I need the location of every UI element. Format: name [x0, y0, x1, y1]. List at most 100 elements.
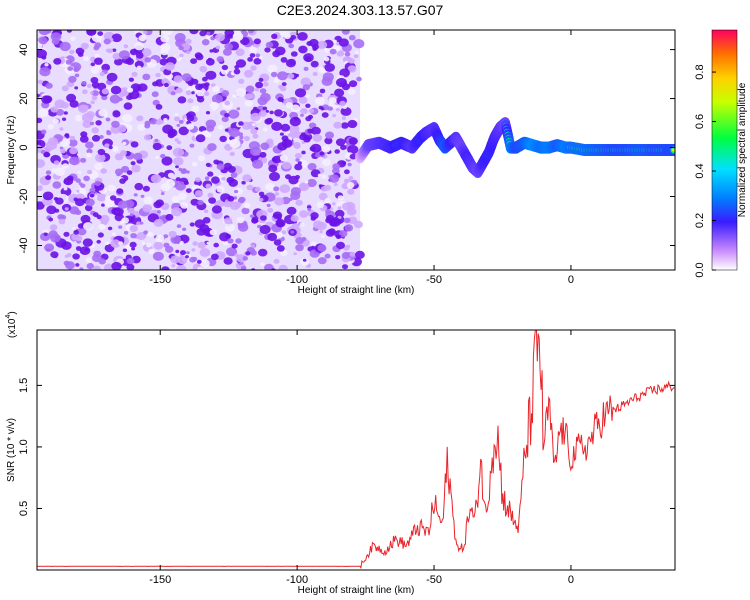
noise-speck	[271, 121, 283, 131]
noise-speck	[336, 77, 347, 88]
noise-speck	[131, 164, 141, 173]
noise-speck	[118, 92, 125, 98]
noise-speck	[97, 31, 104, 36]
noise-speck	[195, 83, 204, 91]
noise-speck	[335, 255, 341, 260]
noise-speck	[136, 65, 142, 70]
noise-speck	[250, 65, 257, 71]
noise-speck	[317, 244, 327, 252]
noise-speck	[37, 159, 46, 168]
noise-speck	[205, 111, 211, 115]
noise-speck	[226, 247, 237, 257]
noise-speck	[185, 188, 192, 194]
colorbar-gradient	[711, 29, 738, 271]
noise-speck	[304, 56, 312, 62]
noise-speck	[80, 42, 89, 50]
noise-speck	[90, 77, 99, 84]
noise-speck	[78, 182, 83, 186]
noise-speck	[299, 222, 305, 227]
noise-speck	[325, 131, 334, 139]
noise-speck	[80, 157, 87, 163]
noise-speck	[341, 202, 352, 211]
noise-speck	[321, 145, 331, 153]
noise-speck	[324, 197, 331, 204]
noise-speck	[236, 216, 245, 224]
noise-speck	[90, 100, 95, 105]
noise-speck	[278, 264, 288, 270]
noise-speck	[44, 243, 55, 252]
noise-speck	[207, 143, 217, 152]
noise-speck	[318, 192, 328, 201]
noise-speck	[63, 231, 70, 237]
noise-speck	[93, 265, 101, 270]
noise-speck	[98, 258, 106, 265]
noise-speck	[328, 97, 337, 104]
noise-speck	[249, 46, 257, 54]
noise-speck	[91, 127, 99, 134]
noise-speck	[160, 192, 165, 196]
noise-speck	[276, 220, 285, 228]
noise-speck	[141, 241, 146, 245]
noise-speck	[244, 99, 253, 107]
noise-speck	[83, 222, 94, 231]
noise-speck	[76, 189, 81, 193]
noise-speck	[96, 193, 107, 202]
noise-speck	[150, 174, 162, 184]
noise-speck	[44, 62, 49, 67]
noise-speck	[308, 108, 315, 114]
svg-text:(x104): (x104)	[5, 311, 18, 338]
noise-speck	[107, 184, 116, 192]
noise-speck	[194, 190, 204, 197]
noise-speck	[65, 59, 73, 65]
noise-speck	[152, 251, 164, 261]
y-tick-label: 0.5	[18, 501, 30, 516]
y-tick-label: -20	[18, 189, 30, 205]
noise-speckle	[37, 30, 365, 270]
noise-speck	[85, 141, 94, 149]
noise-speck	[111, 145, 119, 152]
noise-speck	[312, 133, 323, 142]
noise-speck	[48, 217, 54, 222]
noise-speck	[90, 62, 96, 67]
noise-speck	[205, 119, 217, 129]
noise-speck	[224, 30, 235, 38]
noise-speck	[290, 104, 301, 113]
noise-speck	[264, 263, 274, 270]
noise-speck	[348, 58, 355, 64]
noise-speck	[302, 258, 307, 262]
noise-speck	[106, 130, 111, 134]
noise-speck	[259, 88, 267, 94]
noise-speck	[161, 266, 170, 270]
noise-speck	[86, 83, 92, 88]
noise-speck	[143, 230, 149, 235]
noise-speck	[339, 100, 346, 107]
noise-speck	[99, 135, 104, 139]
noise-speck	[148, 248, 155, 255]
noise-speck	[120, 150, 127, 156]
noise-speck	[343, 217, 351, 224]
noise-speck	[83, 175, 90, 182]
noise-speck	[189, 30, 199, 35]
noise-speck	[51, 168, 57, 173]
noise-speck	[91, 134, 101, 142]
noise-speck	[160, 48, 169, 56]
noise-speck	[50, 32, 62, 42]
noise-speck	[168, 230, 177, 238]
noise-speck	[229, 151, 235, 157]
noise-speck	[244, 69, 254, 78]
noise-speck	[133, 152, 143, 161]
noise-speck	[250, 146, 262, 156]
noise-speck	[144, 123, 151, 129]
noise-speck	[265, 109, 270, 113]
noise-speck	[199, 259, 210, 268]
noise-speck	[64, 207, 69, 211]
noise-speck	[288, 43, 295, 49]
noise-speck	[295, 199, 303, 206]
noise-speck	[50, 233, 61, 243]
noise-speck	[259, 151, 267, 158]
noise-speck	[344, 178, 349, 183]
noise-speck	[38, 30, 50, 36]
noise-speck	[347, 119, 358, 129]
noise-speck	[279, 184, 291, 194]
noise-speck	[172, 147, 184, 157]
